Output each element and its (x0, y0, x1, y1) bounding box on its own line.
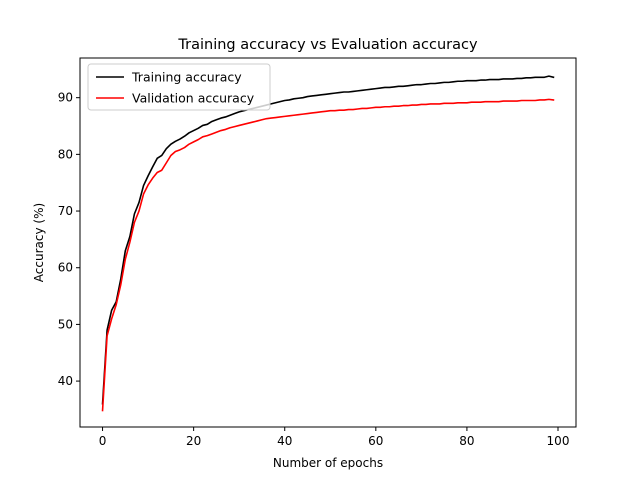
y-tick-label: 90 (58, 91, 73, 105)
y-tick-label: 40 (58, 374, 73, 388)
y-tick-label: 70 (58, 204, 73, 218)
axes-frame (79, 57, 577, 428)
x-tick-label: 0 (99, 434, 107, 448)
plot-area: 0 20 40 60 80 100 40 50 60 70 80 90 (58, 57, 577, 448)
series-line-training (101, 75, 555, 405)
series-line-validation (101, 98, 555, 412)
x-tick-label: 60 (368, 434, 383, 448)
chart-title: Training accuracy vs Evaluation accuracy (177, 37, 478, 53)
y-axis-label: Accuracy (%) (32, 203, 46, 282)
legend: Training accuracy Validation accuracy (87, 63, 271, 111)
legend-box (87, 63, 271, 111)
x-tick-label: 40 (277, 434, 292, 448)
x-axis-label: Number of epochs (273, 456, 383, 470)
legend-label: Validation accuracy (132, 91, 255, 106)
legend-label: Training accuracy (131, 70, 242, 85)
y-tick-label: 60 (58, 261, 73, 275)
y-tick-label: 80 (58, 147, 73, 161)
x-tick-label: 100 (547, 434, 570, 448)
x-tick-label: 80 (459, 434, 474, 448)
y-tick-label: 50 (58, 317, 73, 331)
x-tick-label: 20 (186, 434, 201, 448)
